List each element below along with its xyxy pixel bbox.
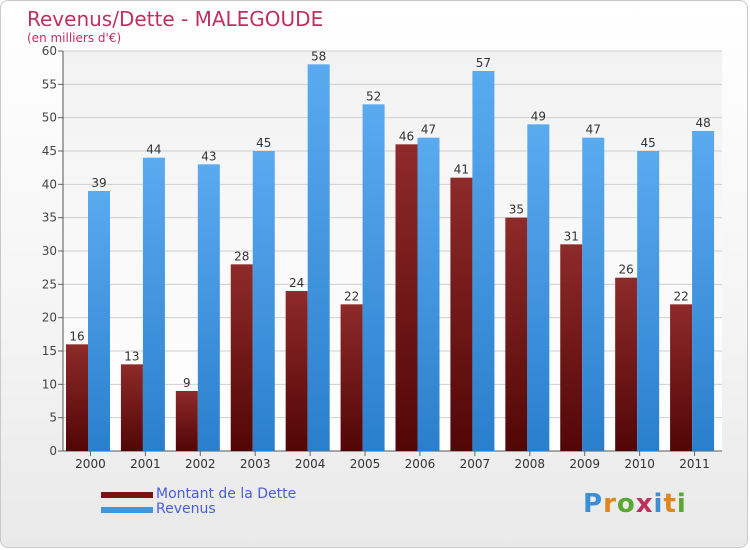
data-label: 49 <box>531 109 546 123</box>
bar-revenus <box>307 64 330 452</box>
chart-subtitle: (en milliers d'€) <box>27 31 122 45</box>
chart-title: Revenus/Dette - MALEGOUDE <box>27 7 324 31</box>
bar-revenus <box>527 124 550 451</box>
data-label: 22 <box>673 289 688 303</box>
bar-dette <box>560 244 583 451</box>
logo-letter: i <box>653 489 664 519</box>
bar-dette <box>175 391 198 451</box>
bar-dette <box>450 177 473 451</box>
bar-dette <box>230 264 253 451</box>
data-label: 26 <box>619 263 634 277</box>
data-label: 45 <box>641 136 656 150</box>
x-tick-label: 2010 <box>624 457 655 471</box>
bar-revenus <box>362 104 385 451</box>
data-label: 52 <box>366 89 381 103</box>
data-label: 35 <box>509 203 524 217</box>
data-label: 9 <box>183 376 191 390</box>
data-label: 24 <box>289 276 304 290</box>
bar-revenus <box>252 151 275 451</box>
data-label: 46 <box>399 129 414 143</box>
bar-dette <box>340 304 363 451</box>
bar-dette <box>66 344 88 451</box>
y-tick-label: 15 <box>42 344 57 358</box>
data-label: 31 <box>564 229 579 243</box>
legend-swatch-revenus <box>101 507 153 513</box>
data-label: 47 <box>586 123 601 137</box>
logo-letter: o <box>616 489 636 519</box>
x-tick-label: 2002 <box>185 457 216 471</box>
logo-letter: t <box>663 489 677 519</box>
x-tick-label: 2004 <box>295 457 326 471</box>
data-label: 44 <box>146 143 161 157</box>
x-tick-label: 2001 <box>130 457 161 471</box>
bar-revenus <box>472 71 495 451</box>
bar-dette <box>670 304 693 451</box>
data-label: 57 <box>476 56 491 70</box>
x-tick-label: 2009 <box>569 457 600 471</box>
y-tick-label: 5 <box>49 411 57 425</box>
legend-swatch-dette <box>101 492 153 498</box>
legend-label-dette: Montant de la Dette <box>156 486 297 502</box>
data-label: 22 <box>344 289 359 303</box>
y-tick-label: 55 <box>42 77 57 91</box>
bar-dette <box>505 217 528 451</box>
bar-revenus <box>88 191 110 451</box>
bar-dette <box>615 277 638 451</box>
x-tick-label: 2006 <box>405 457 436 471</box>
y-tick-label: 60 <box>42 44 57 58</box>
bar-revenus <box>142 157 165 451</box>
data-label: 48 <box>695 116 710 130</box>
data-label: 41 <box>454 163 469 177</box>
data-label: 58 <box>311 49 326 63</box>
y-tick-label: 10 <box>42 377 57 391</box>
data-label: 28 <box>234 249 249 263</box>
logo-letter: P <box>583 489 604 519</box>
logo-letter: i <box>676 489 687 519</box>
bar-dette <box>395 144 418 452</box>
bar-dette <box>120 364 143 451</box>
y-tick-label: 30 <box>42 244 57 258</box>
bar-revenus <box>417 137 440 451</box>
y-tick-label: 40 <box>42 177 57 191</box>
proxiti-logo: Proxiti <box>583 489 687 519</box>
y-tick-label: 35 <box>42 211 57 225</box>
y-tick-label: 25 <box>42 277 57 291</box>
legend: Montant de la Dette Revenus <box>101 487 361 517</box>
x-tick-label: 2005 <box>350 457 381 471</box>
x-tick-label: 2003 <box>240 457 271 471</box>
data-label: 43 <box>201 149 216 163</box>
legend-label-revenus: Revenus <box>156 501 216 517</box>
legend-item-dette: Montant de la Dette <box>101 487 361 502</box>
data-label: 39 <box>91 176 106 190</box>
y-tick-label: 0 <box>49 444 57 458</box>
logo-letter: x <box>635 489 654 519</box>
x-tick-label: 2000 <box>75 457 106 471</box>
bar-revenus <box>582 137 605 451</box>
bar-revenus <box>637 151 660 451</box>
y-tick-label: 50 <box>42 111 57 125</box>
bar-dette <box>285 291 308 451</box>
logo-letter: r <box>603 489 617 519</box>
data-label: 45 <box>256 136 271 150</box>
data-label: 13 <box>124 349 139 363</box>
bar-revenus <box>197 164 220 452</box>
data-label: 47 <box>421 123 436 137</box>
data-label: 16 <box>69 329 84 343</box>
bar-revenus <box>692 131 715 451</box>
x-tick-label: 2011 <box>679 457 710 471</box>
y-tick-label: 20 <box>42 311 57 325</box>
x-tick-label: 2008 <box>515 457 546 471</box>
legend-item-revenus: Revenus <box>101 502 361 517</box>
y-tick-label: 45 <box>42 144 57 158</box>
x-tick-label: 2007 <box>460 457 491 471</box>
